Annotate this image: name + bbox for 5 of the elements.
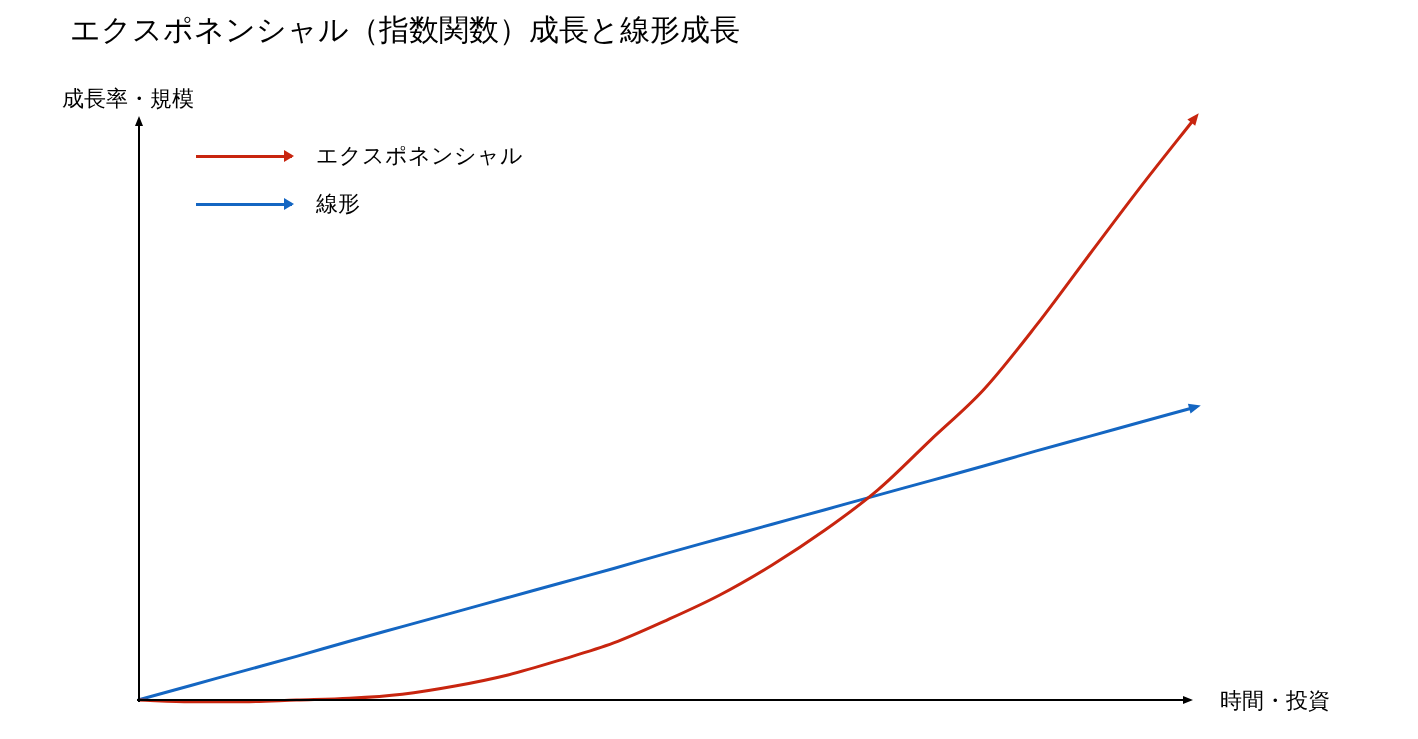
- legend-label: 線形: [316, 190, 360, 218]
- legend-label: エクスポネンシャル: [316, 142, 523, 170]
- y-axis-title: 成長率・規模: [62, 85, 194, 113]
- chart-title: エクスポネンシャル（指数関数）成長と線形成長: [70, 11, 740, 49]
- x-axis-title: 時間・投資: [1220, 687, 1330, 715]
